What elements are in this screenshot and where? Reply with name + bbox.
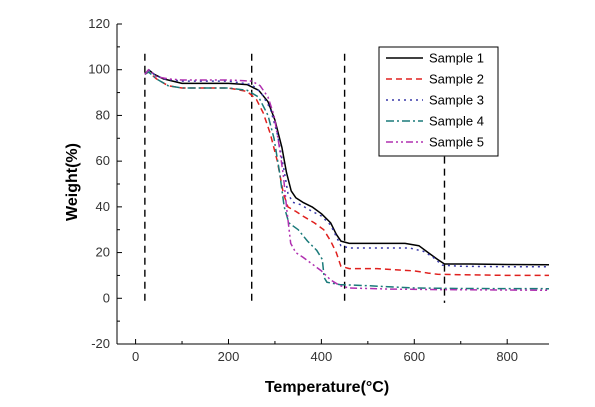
legend-label-5: Sample 5 [429,135,484,150]
legend-label-1: Sample 1 [429,51,484,66]
y-tick-label: 40 [96,199,110,214]
x-axis-title: Temperature(°C) [265,379,389,396]
y-tick-label: -20 [91,336,110,351]
y-tick-label: 80 [96,107,110,122]
series-line-3 [144,68,549,268]
y-axis-title: Weight(%) [64,143,81,221]
y-tick-label: 100 [88,62,110,77]
legend-label-4: Sample 4 [429,114,484,129]
legend-label-3: Sample 3 [429,93,484,108]
x-tick-label: 0 [132,349,139,364]
y-tick-label: 0 [103,290,110,305]
x-tick-label: 600 [403,349,425,364]
y-tick-label: 120 [88,16,110,31]
legend-box [378,46,499,157]
legend-label-2: Sample 2 [429,72,484,87]
x-tick-label: 800 [496,349,518,364]
y-tick-label: 60 [96,153,110,168]
series-line-1 [144,68,550,266]
series-line-5 [144,68,550,292]
series-line-4 [144,71,550,290]
y-tick-label: 20 [96,245,110,260]
x-tick-label: 200 [218,349,240,364]
x-tick-label: 400 [311,349,333,364]
